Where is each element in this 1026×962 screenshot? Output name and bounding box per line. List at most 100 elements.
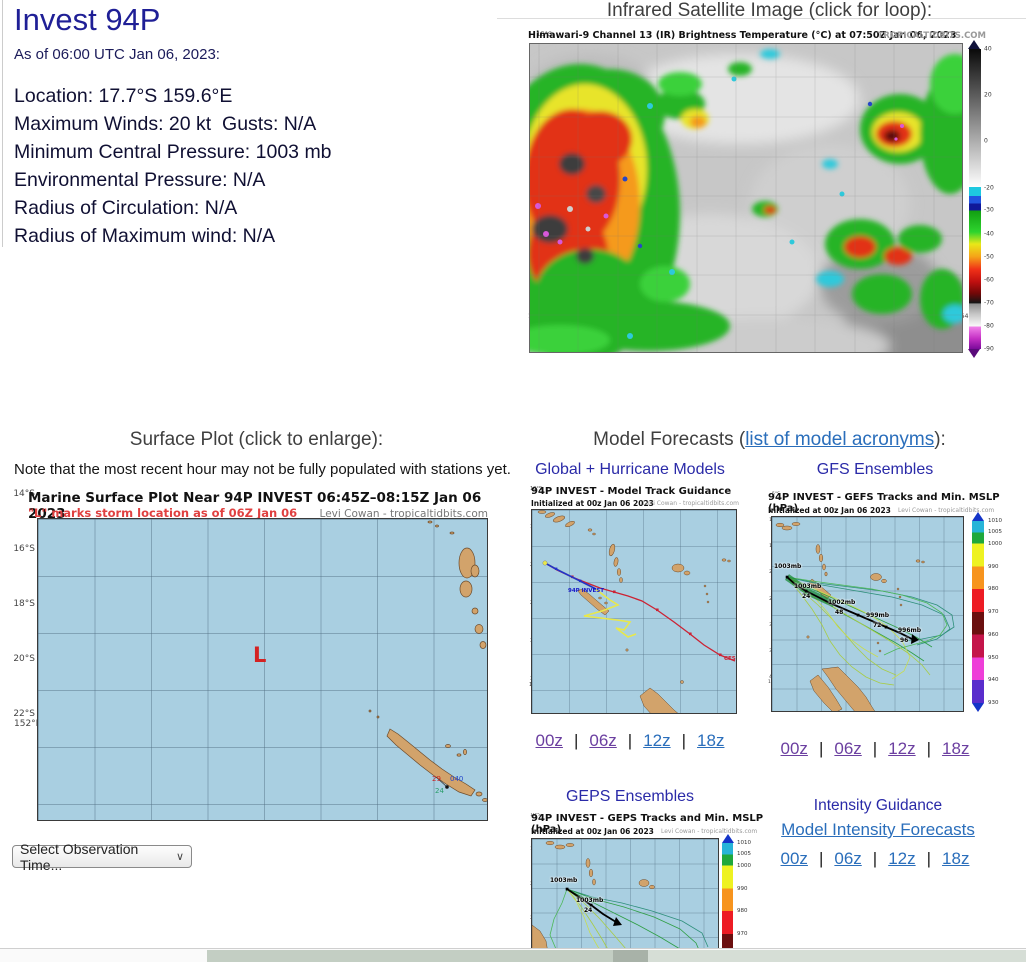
run-link[interactable]: 18z [916, 849, 969, 869]
colorbar-tick-label: 1005 [737, 851, 751, 858]
lat-tick-label: 22°S [13, 709, 35, 719]
run-link[interactable]: 12z [862, 739, 915, 759]
run-link[interactable]: 12z [617, 731, 670, 751]
track-guidance-panel[interactable]: 94P INVEST - Model Track Guidance Initia… [529, 486, 755, 726]
run-link[interactable]: 06z [808, 849, 861, 869]
station-pressure: 040 [450, 775, 464, 783]
track-map: 94P INVEST CFS [531, 509, 737, 714]
colorbar-tick-label: -70 [984, 299, 994, 307]
lat-tick-label: 20°S [13, 654, 35, 664]
colorbar-tick-label: 930 [988, 700, 999, 706]
satellite-watermark: TROPICALTIDBITS.COM [877, 31, 986, 41]
track-map-credit: Levi Cowan - tropicaltidbits.com [642, 500, 739, 507]
colorbar-tick-label: 940 [988, 677, 999, 684]
page-title: Invest 94P [14, 2, 161, 37]
colorbar-tick-label: 1000 [737, 862, 751, 869]
lat-tick-label: 10°S [530, 813, 541, 818]
gefs-colorbar-bar [972, 521, 984, 703]
run-link[interactable]: 00z [535, 731, 563, 750]
colorbar-tick-label: 990 [988, 563, 999, 570]
geps-map-title: 94P INVEST - GEPS Tracks and Min. MSLP (… [531, 813, 764, 835]
geps-panel[interactable]: 94P INVEST - GEPS Tracks and Min. MSLP (… [529, 813, 779, 962]
mslp-hour: 24 [584, 907, 593, 914]
colorbar-tick-label: 1010 [988, 518, 1002, 524]
track-guidance-heading: Global + Hurricane Models [535, 461, 725, 478]
track-map-art [537, 510, 736, 713]
colorbar-tick-label: 970 [988, 609, 999, 615]
colorbar-tick-label: 980 [988, 586, 999, 593]
scrollbar-thumb[interactable] [207, 950, 613, 962]
storm-detail-line: Radius of Maximum wind: N/A [14, 225, 276, 247]
lat-tick-label: 5°S [772, 492, 780, 497]
model-intensity-forecasts-link[interactable]: Model Intensity Forecasts [781, 820, 975, 839]
colorbar-tick-label: -50 [984, 253, 994, 261]
track-map-init: Initialized at 00z Jan 06 2023 [531, 499, 654, 508]
lon-tick-label: 164°E [956, 312, 976, 320]
storm-asof: As of 06:00 UTC Jan 06, 2023: [14, 46, 220, 63]
station-temp: 29 [432, 775, 441, 783]
colorbar-tick-label: 0 [984, 137, 988, 145]
mslp-hour: 48 [835, 609, 844, 616]
colorbar-tick-label: 970 [737, 931, 748, 937]
horizontal-scrollbar[interactable] [0, 948, 1026, 962]
satellite-colorbar-bar [968, 49, 981, 349]
satellite-cell-border [497, 18, 1026, 19]
scrollbar-track-right[interactable] [648, 950, 1026, 962]
lat-tick-label: 18°S [13, 599, 35, 609]
colorbar-arrow-up-icon [722, 834, 734, 843]
gefs-map-init: Initialized at 00z Jan 06 2023 [768, 506, 891, 515]
mslp-label: 1003mb [550, 877, 578, 884]
model-acronyms-link[interactable]: list of model acronyms [745, 429, 935, 450]
storm-detail-line: Minimum Central Pressure: 1003 mb [14, 141, 332, 163]
run-link[interactable]: 18z [671, 731, 724, 751]
observation-time-dropdown[interactable]: Select Observation Time... ∨ [12, 841, 192, 873]
intensity-run-links: 00z06z12z18z [762, 849, 988, 869]
colorbar-tick-label: -30 [984, 206, 994, 214]
run-link[interactable]: 06z [808, 739, 861, 759]
geps-colorbar-bar [722, 843, 733, 962]
mslp-label: 1003mb [794, 583, 822, 590]
track-map-title: 94P INVEST - Model Track Guidance [531, 486, 732, 497]
colorbar-arrow-up-icon [972, 512, 984, 521]
run-link[interactable]: 00z [780, 849, 808, 868]
gefs-panel[interactable]: 94P INVEST - GEFS Tracks and Min. MSLP (… [768, 492, 1026, 732]
run-link[interactable]: 18z [916, 739, 969, 759]
gfs-ensembles-heading: GFS Ensembles [816, 461, 934, 478]
storm-marker: L [253, 643, 267, 667]
intensity-forecasts-link-wrap: Model Intensity Forecasts [740, 820, 1016, 840]
gefs-map-credit: Levi Cowan - tropicaltidbits.com [898, 507, 995, 514]
geps-map-credit: Levi Cowan - tropicaltidbits.com [661, 828, 758, 835]
run-link[interactable]: 00z [780, 739, 808, 758]
storm-detail-line: Location: 17.7°S 159.6°E [14, 85, 233, 107]
geps-map: 1003mb 1003mb 24 [531, 838, 719, 962]
storm-detail-line: Maximum Winds: 20 kt Gusts: N/A [14, 113, 317, 135]
mslp-label: 999mb [866, 612, 890, 619]
storm-detail-line: Environmental Pressure: N/A [14, 169, 266, 191]
mslp-label: 1003mb [774, 563, 802, 570]
colorbar-tick-label: 1010 [737, 840, 751, 846]
satellite-panel[interactable]: Himawari-9 Channel 13 (IR) Brightness Te… [528, 30, 1026, 372]
colorbar-tick-label: 990 [737, 885, 748, 892]
surface-map-land [368, 520, 487, 802]
run-link[interactable]: 12z [862, 849, 915, 869]
satellite-heading: Infrared Satellite Image (click for loop… [606, 0, 933, 21]
surface-plot-panel[interactable]: Marine Surface Plot Near 94P INVEST 06:4… [13, 489, 490, 845]
lat-tick-label: 15°S [536, 30, 552, 38]
gefs-map-art [775, 522, 955, 711]
heading-text: ): [934, 429, 946, 450]
track-model-label: CFS [724, 656, 736, 662]
mslp-label: 1003mb [576, 897, 604, 904]
surface-plot-storm-note: "L" marks storm location as of 06Z Jan 0… [28, 506, 298, 520]
left-cell-border [2, 0, 3, 247]
satellite-colorbar [968, 40, 981, 358]
colorbar-tick-label: 20 [984, 91, 992, 99]
mslp-hour: 72 [873, 622, 882, 629]
heading-text: Model Forecasts ( [593, 429, 746, 450]
colorbar-tick-label: 40 [984, 45, 992, 53]
chevron-down-icon: ∨ [175, 850, 184, 863]
run-link[interactable]: 06z [563, 731, 616, 751]
satellite-ir-map [529, 43, 963, 353]
track-run-links: 00z06z12z18z [517, 731, 743, 751]
mslp-hour: 24 [802, 593, 811, 600]
geps-colorbar [722, 834, 734, 962]
